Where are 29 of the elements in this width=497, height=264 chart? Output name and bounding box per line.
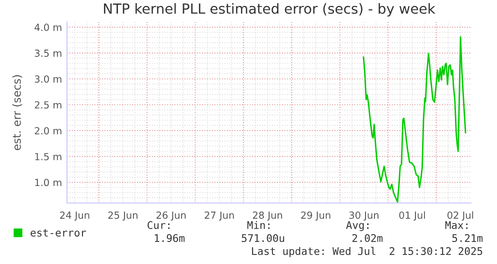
text: 571.00u: [242, 234, 284, 242]
chart-title: NTP kernel PLL estimated error (secs) - by week: [104, 3, 436, 17]
x-tick-label: 28 Jun: [252, 212, 282, 221]
x-tick-label: 30 Jun: [349, 212, 378, 221]
x-tick-label: 01 Jul: [399, 211, 425, 221]
y-tick-label: 1.5 m: [35, 153, 62, 160]
x-tick-label: 02 Jul: [447, 211, 474, 221]
text: Cur:: [148, 221, 170, 230]
text: 5.21m: [452, 234, 483, 242]
y-tick-label: 3.5 m: [34, 50, 62, 57]
text: Min:: [247, 220, 270, 229]
text: Last update: Wed Jul 2 15:30:12 2025: [252, 246, 482, 258]
y-tick-label: 1.0 m: [35, 178, 62, 186]
text: Max:: [445, 221, 468, 230]
legend-label: est-error: [30, 229, 86, 237]
text: 1.96m: [154, 234, 185, 242]
text: Avg:: [346, 221, 368, 232]
y-tick-label: 4.0 m: [34, 24, 62, 32]
x-tick-label: 27 Jun: [204, 212, 234, 221]
y-axis-title: est. err (secs): [12, 75, 22, 150]
text: 2.02m: [352, 234, 383, 242]
x-tick-label: 25 Jun: [108, 212, 138, 221]
x-tick-label: 26 Jun: [156, 212, 186, 221]
y-tick-label: 2.5 m: [34, 101, 62, 109]
x-tick-label: 29 Jun: [301, 212, 330, 221]
y-tick-label: 3.0 m: [34, 75, 62, 83]
line-series: [362, 36, 466, 203]
x-tick-label: 24 Jun: [60, 212, 90, 221]
y-tick-label: 2.0 m: [34, 127, 62, 134]
